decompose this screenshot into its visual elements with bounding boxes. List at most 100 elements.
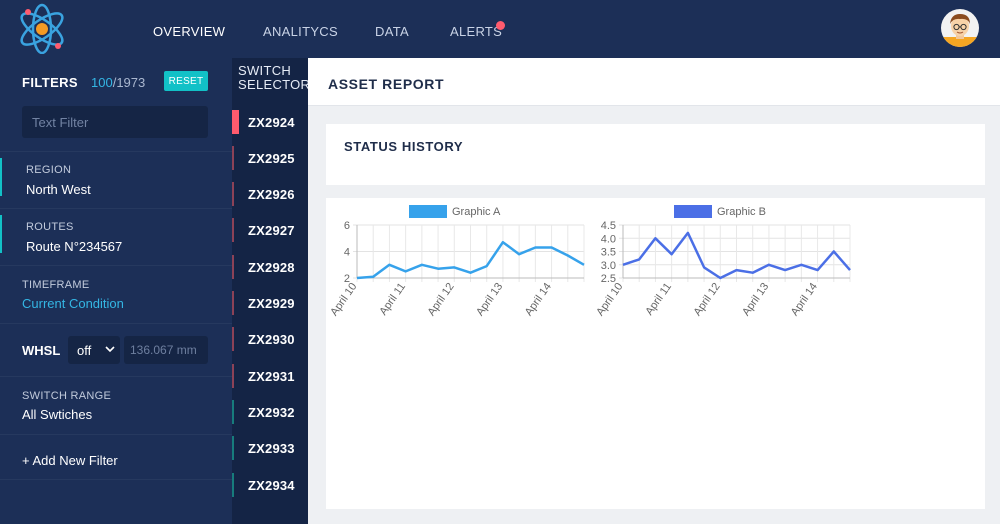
divider — [0, 208, 232, 209]
report-header: ASSET REPORT — [308, 58, 1000, 106]
filters-count: 100/1973 — [91, 75, 145, 90]
avatar-icon — [941, 14, 979, 47]
switch-status-bar — [232, 291, 234, 315]
y-tick-label: 2.5 — [601, 273, 616, 285]
x-tick-label: April 12 — [692, 281, 723, 318]
x-tick-label: April 12 — [426, 281, 457, 318]
atom-logo-icon[interactable] — [14, 2, 70, 54]
switch-status-bar — [232, 364, 234, 388]
legend-swatch — [409, 205, 447, 218]
switch-label: ZX2926 — [248, 187, 295, 202]
whsl-label: WHSL — [22, 343, 61, 358]
switch-label: ZX2933 — [248, 441, 295, 456]
divider — [0, 376, 232, 377]
filters-title: FILTERS — [22, 75, 78, 90]
whsl-value-input[interactable] — [124, 336, 208, 364]
routes-value[interactable]: Route N°234567 — [26, 239, 123, 254]
divider — [0, 479, 232, 480]
nav-data[interactable]: DATA — [375, 24, 409, 39]
region-label: REGION — [26, 164, 72, 176]
switch-label: ZX2928 — [248, 260, 295, 275]
whsl-select[interactable]: off — [68, 336, 120, 364]
switch-status-bar — [232, 182, 234, 206]
region-accent — [0, 158, 2, 196]
add-filter-button[interactable]: + Add New Filter — [22, 453, 118, 468]
series-line — [356, 240, 585, 280]
nav-overview[interactable]: OVERVIEW — [153, 24, 226, 39]
filters-total-count: /1973 — [112, 75, 146, 90]
x-tick-label: April 10 — [328, 281, 359, 318]
switch-title-line1: SWITCH — [238, 63, 292, 78]
switch-item[interactable]: ZX2933 — [232, 436, 308, 460]
switch-status-bar — [232, 146, 234, 170]
status-history-card: STATUS HISTORY — [326, 124, 985, 185]
divider — [0, 265, 232, 266]
y-tick-label: 6 — [344, 220, 350, 232]
switch-label: ZX2930 — [248, 332, 295, 347]
y-tick-label: 3.0 — [601, 260, 616, 272]
switch-status-bar — [232, 110, 239, 134]
switch-label: ZX2929 — [248, 296, 295, 311]
switch-selector-title: SWITCH SELECTOR — [238, 64, 310, 92]
switch-item[interactable]: ZX2932 — [232, 400, 308, 424]
reset-button[interactable]: RESET — [164, 71, 208, 91]
switch-range-value[interactable]: All Swtiches — [22, 407, 93, 422]
alert-badge — [496, 21, 505, 30]
top-nav: OVERVIEW ANALITYCS DATA ALERTS — [0, 0, 1000, 58]
switch-item[interactable]: ZX2924 — [232, 110, 308, 134]
series-line — [622, 231, 851, 280]
whsl-selected-value: off — [77, 343, 92, 358]
switch-title-line2: SELECTOR — [238, 77, 311, 92]
switch-selector: SWITCH SELECTOR ZX2924 ZX2925 ZX2926 ZX2927… — [232, 58, 310, 524]
divider — [0, 323, 232, 324]
y-tick-label: 4 — [344, 247, 350, 259]
divider — [0, 434, 232, 435]
nav-alerts[interactable]: ALERTS — [450, 24, 503, 39]
switch-status-bar — [232, 473, 234, 497]
switch-item[interactable]: ZX2930 — [232, 327, 308, 351]
switch-item[interactable]: ZX2934 — [232, 473, 308, 497]
x-tick-label: April 13 — [740, 281, 771, 318]
switch-status-bar — [232, 400, 234, 424]
x-tick-label: April 14 — [789, 281, 820, 318]
user-avatar[interactable] — [941, 9, 979, 47]
switch-label: ZX2932 — [248, 405, 295, 420]
switch-item[interactable]: ZX2929 — [232, 291, 308, 315]
switch-item[interactable]: ZX2925 — [232, 146, 308, 170]
charts-card: Graphic A 2 4 6 April 10 April 11 April 12 Apri… — [326, 198, 985, 509]
y-tick-label: 2 — [344, 273, 350, 285]
switch-status-bar — [232, 218, 234, 242]
routes-label: ROUTES — [26, 221, 74, 233]
timeframe-value[interactable]: Current Condition — [22, 296, 124, 311]
nav-analytics[interactable]: ANALITYCS — [263, 24, 338, 39]
switch-item[interactable]: ZX2926 — [232, 182, 308, 206]
region-value[interactable]: North West — [26, 182, 91, 197]
y-tick-label: 4.0 — [601, 233, 616, 245]
filters-shown-count: 100 — [91, 75, 113, 90]
x-tick-label: April 11 — [643, 281, 674, 318]
main-content: ASSET REPORT STATUS HISTORY Graphic A 2 4 6… — [308, 58, 1000, 524]
switch-item[interactable]: ZX2927 — [232, 218, 308, 242]
switch-label: ZX2925 — [248, 151, 295, 166]
legend-label: Graphic A — [452, 206, 501, 218]
divider — [0, 151, 232, 152]
switch-label: ZX2934 — [248, 478, 295, 493]
switch-status-bar — [232, 436, 234, 460]
legend-swatch — [674, 205, 712, 218]
x-tick-label: April 11 — [377, 281, 408, 318]
switch-label: ZX2931 — [248, 369, 295, 384]
y-tick-label: 3.5 — [601, 247, 616, 259]
x-tick-label: April 14 — [523, 281, 554, 318]
x-tick-label: April 10 — [594, 281, 625, 318]
switch-item[interactable]: ZX2928 — [232, 255, 308, 279]
switch-label: ZX2927 — [248, 223, 295, 238]
chart-graphic-a: Graphic A 2 4 6 April 10 April 11 April 12 Apri… — [328, 205, 585, 318]
switch-status-bar — [232, 327, 234, 351]
switch-label: ZX2924 — [248, 115, 295, 130]
switch-item[interactable]: ZX2931 — [232, 364, 308, 388]
text-filter-input[interactable] — [22, 106, 208, 138]
switch-range-label: SWITCH RANGE — [22, 390, 112, 402]
routes-accent — [0, 215, 2, 253]
legend-label: Graphic B — [717, 206, 766, 218]
page-title: ASSET REPORT — [328, 76, 445, 92]
